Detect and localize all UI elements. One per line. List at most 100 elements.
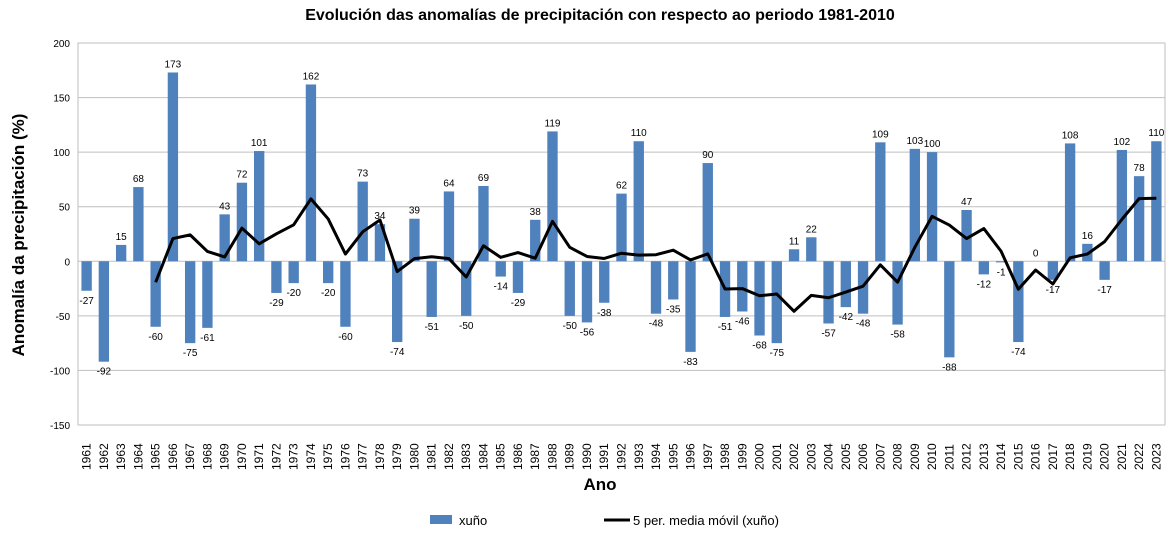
x-axis-label: Ano	[583, 475, 616, 494]
x-tick-label: 1970	[235, 443, 249, 470]
x-tick-label: 1971	[252, 443, 266, 470]
y-tick-label: 100	[53, 148, 70, 159]
data-label: 0	[1033, 248, 1039, 259]
data-label: -42	[839, 312, 854, 323]
chart-title: Evolución das anomalías de precipitación…	[305, 7, 895, 24]
data-label: -51	[718, 322, 733, 333]
x-tick-label: 2019	[1080, 443, 1094, 470]
x-tick-label: 1995	[666, 443, 680, 470]
bar	[823, 261, 834, 324]
bar	[1116, 149, 1128, 262]
data-label: 11	[789, 236, 800, 247]
data-label: -61	[200, 333, 215, 344]
x-tick-label: 2018	[1063, 443, 1077, 470]
y-tick-label: 50	[59, 203, 71, 214]
x-tick-label: 2015	[1011, 443, 1025, 470]
bar	[564, 261, 575, 316]
x-tick-label: 2012	[960, 443, 974, 470]
bar	[184, 261, 196, 344]
x-tick-label: 2000	[753, 443, 767, 470]
bar	[167, 72, 179, 262]
x-tick-label: 2020	[1098, 443, 1112, 470]
bar	[202, 261, 213, 328]
bar	[461, 261, 472, 316]
data-label: 103	[906, 136, 923, 147]
data-label: -1	[997, 267, 1006, 278]
legend-swatch	[430, 515, 452, 524]
x-tick-label: 2010	[925, 443, 939, 470]
y-tick-label: 200	[53, 39, 70, 50]
x-tick-label: 1962	[97, 443, 111, 470]
x-tick-label: 1994	[649, 443, 663, 470]
x-tick-label: 1990	[580, 443, 594, 470]
x-tick-label: 2016	[1029, 443, 1043, 470]
y-tick-label: 0	[64, 257, 70, 268]
bar	[875, 142, 886, 262]
bar	[771, 261, 782, 344]
x-tick-label: 1989	[563, 443, 577, 470]
bar	[478, 185, 489, 262]
y-tick-label: -150	[50, 421, 70, 432]
data-label: -38	[597, 308, 612, 319]
x-tick-label: 1979	[390, 443, 404, 470]
bar	[1099, 261, 1110, 280]
data-label: -75	[770, 348, 785, 359]
x-tick-label: 1977	[356, 443, 370, 470]
bar	[616, 193, 627, 262]
x-tick-label: 1987	[528, 443, 542, 470]
x-tick-label: 1978	[373, 443, 387, 470]
bar	[547, 131, 558, 262]
bar	[495, 261, 506, 277]
moving-average-line	[154, 196, 1157, 313]
legend-label: xuño	[459, 513, 487, 528]
data-label: 69	[478, 173, 490, 184]
data-label: -60	[338, 332, 353, 343]
bar	[271, 261, 282, 293]
bar	[98, 261, 110, 362]
x-tick-label: 1993	[632, 443, 646, 470]
x-tick-label: 1967	[183, 443, 197, 470]
bar	[995, 261, 1007, 263]
data-label: -29	[511, 298, 526, 309]
x-tick-label: 1963	[114, 443, 128, 470]
x-tick-label: 2004	[822, 443, 836, 470]
data-label: -17	[1097, 285, 1112, 296]
y-tick-label: -100	[50, 366, 70, 377]
x-tick-label: 1988	[545, 443, 559, 470]
bar	[892, 261, 903, 325]
bar	[788, 249, 800, 262]
bar	[409, 218, 420, 262]
legend-label: 5 per. media móvil (xuño)	[633, 513, 779, 528]
data-label: -68	[752, 341, 767, 352]
x-tick-label: 2022	[1132, 443, 1146, 470]
bar	[374, 224, 386, 262]
x-tick-label: 1983	[459, 443, 473, 470]
y-tick-label: -50	[56, 312, 71, 323]
data-label: -27	[79, 296, 94, 307]
bar	[426, 261, 437, 317]
x-tick-label: 1981	[425, 443, 439, 470]
bar	[392, 261, 403, 343]
bar	[253, 151, 265, 262]
bar	[944, 261, 955, 358]
bar	[668, 261, 679, 300]
x-tick-label: 2003	[804, 443, 818, 470]
data-label: -20	[286, 288, 301, 299]
x-tick-label: 2011	[942, 444, 956, 470]
bar	[288, 261, 299, 284]
data-label: 162	[303, 71, 320, 82]
data-label: -51	[424, 322, 439, 333]
x-tick-label: 1974	[304, 443, 318, 470]
bar	[702, 163, 713, 262]
bar	[323, 261, 334, 284]
x-tick-label: 2007	[873, 443, 887, 470]
x-tick-label: 1996	[684, 443, 698, 470]
data-label: -17	[1046, 285, 1061, 296]
bar	[581, 261, 593, 323]
bar	[530, 219, 541, 262]
data-label: -56	[580, 327, 595, 338]
data-label: -12	[977, 279, 992, 290]
data-label: 39	[409, 206, 421, 217]
bar	[1013, 261, 1024, 343]
